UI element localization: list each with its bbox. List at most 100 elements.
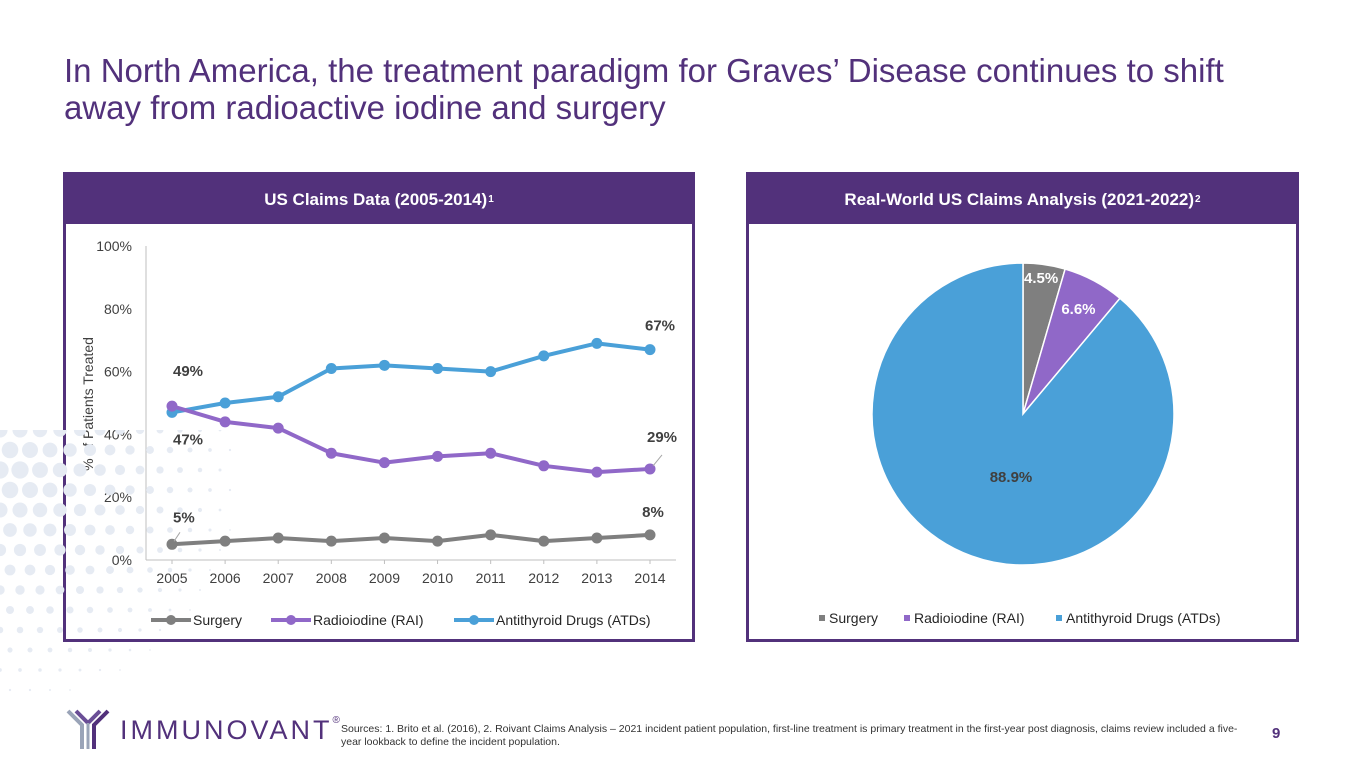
decor-dot [0,502,8,518]
series-0-point [166,538,178,550]
decor-dot [83,443,97,457]
decor-dot [23,523,37,537]
decor-dot [11,461,29,479]
decor-dot [138,628,142,632]
series-1-point [325,447,337,459]
decor-dot [108,648,112,652]
decor-dot [85,565,95,575]
series-1-point [219,416,231,428]
decor-dot [69,689,71,691]
decor-dot [177,547,183,553]
x-tick-label: 2008 [316,570,347,586]
decor-dot [98,668,102,672]
decor-dot [42,442,58,458]
right-panel-title: Real-World US Claims Analysis (2021-2022… [844,189,1195,209]
decor-dot [35,585,45,595]
decor-dot [1,441,19,459]
decor-dot [28,688,32,692]
y-tick-label: 100% [96,238,132,254]
series-1-point [538,460,550,472]
decor-dot [104,484,116,496]
real-world-panel: Real-World US Claims Analysis (2021-2022… [746,172,1299,642]
y-tick-label: 0% [112,552,132,568]
series-2-point [644,344,656,356]
series-2-point [325,362,337,374]
pie-slice [871,262,1175,566]
decor-dot [167,527,173,533]
decor-dot [125,445,135,455]
decor-dot [65,565,75,575]
decor-dot [135,505,145,515]
left-panel-title: US Claims Data (2005-2014) [264,189,488,209]
decor-dot [177,507,183,513]
decor-dot [6,606,14,614]
decor-dot [7,647,13,653]
decor-dot [75,585,85,595]
slide-title: In North America, the treatment paradigm… [64,52,1224,126]
decor-dot [46,606,54,614]
decor-dot [137,587,143,593]
y-tick-label: 60% [104,364,132,380]
decor-dot [197,507,203,513]
series-1-point [272,422,284,434]
decor-dot [32,502,48,518]
legend-swatch [1056,615,1062,621]
series-0-point [432,535,444,547]
x-tick-label: 2013 [581,570,612,586]
x-tick-label: 2011 [476,570,506,586]
sources-footnote: Sources: 1. Brito et al. (2016), 2. Roiv… [341,723,1238,748]
decor-dot [63,483,77,497]
decor-dot [228,488,232,492]
decor-dot [13,543,27,557]
decor-dot [177,430,183,433]
decor-dot [95,545,105,555]
x-tick-label: 2007 [263,570,294,586]
decor-dot [125,525,135,535]
left-panel-footnote: 1 [488,194,494,205]
legend-label: Antithyroid Drugs (ATDs) [496,612,651,628]
series-2-point [591,337,603,349]
x-tick-label: 2009 [369,570,400,586]
decor-dot [107,607,113,613]
decor-dot [42,482,58,498]
decor-dot [88,648,92,652]
decor-dot [94,464,106,476]
decor-dot [78,668,82,672]
series-2-point [219,397,231,409]
company-logo: IMMUNOVANT® [66,709,340,751]
series-line-1 [171,404,651,475]
decor-dot [83,483,97,497]
series-1-point [644,463,656,475]
decor-dot [73,430,87,437]
decor-dot [58,668,62,672]
decor-dot [22,442,38,458]
decor-dot [146,486,154,494]
x-tick-label: 2010 [422,570,453,586]
decor-dot [8,688,12,692]
decor-dot [55,585,65,595]
series-0-point [219,535,231,547]
decor-dot [127,607,133,613]
decor-dot [64,524,76,536]
decor-dot [0,430,8,438]
decor-dot [197,467,203,473]
decor-dot [56,626,64,634]
y-tick-label: 80% [104,301,132,317]
decor-dot [0,585,5,595]
decor-dot [128,648,132,652]
decor-dot [208,448,212,452]
series-2-point [485,366,497,378]
us-claims-panel: US Claims Data (2005-2014) 1 0% 20% 40% 60% 8… [63,172,695,642]
decor-dot [198,548,202,552]
data-label: 47% [173,431,203,448]
legend-swatch [819,615,825,621]
series-2-point [538,350,550,362]
decor-dot [22,482,38,498]
decor-dot [157,587,163,593]
series-0-point [272,532,284,544]
decor-dot [228,448,232,452]
decor-dot [54,544,66,556]
legend-label: Surgery [829,610,878,626]
decor-dot [53,430,67,437]
decor-dot [43,523,57,537]
